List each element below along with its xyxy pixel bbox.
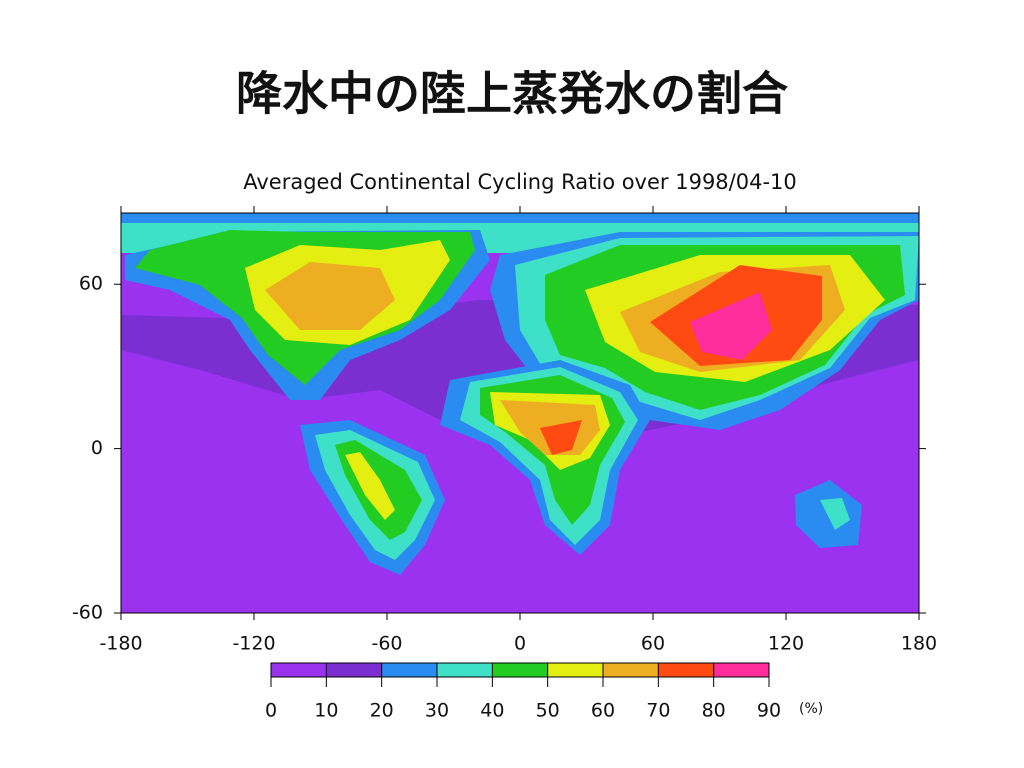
colorbar-unit: (%) — [799, 701, 823, 717]
field-region — [265, 262, 395, 330]
colorbar-segment — [492, 663, 548, 677]
field-region — [690, 292, 772, 360]
colorbar-segment — [326, 663, 382, 677]
x-tick-label: -60 — [371, 633, 402, 655]
colorbar-label: 80 — [702, 700, 726, 722]
x-tick-label: 120 — [768, 633, 804, 655]
colorbar-segment — [381, 663, 437, 677]
colorbar-segment — [271, 663, 327, 677]
x-tick-label: 0 — [514, 633, 526, 655]
map-subtitle: Averaged Continental Cycling Ratio over … — [243, 170, 797, 194]
x-tick-label: -180 — [99, 633, 142, 655]
x-tick-label: -120 — [232, 633, 275, 655]
field-region — [820, 498, 850, 530]
colorbar-label: 60 — [591, 700, 615, 722]
colorbar-label: 50 — [536, 700, 560, 722]
ratio-map — [121, 213, 919, 613]
y-tick-label: 60 — [79, 273, 103, 295]
colorbar-segment — [603, 663, 659, 677]
colorbar-segment — [713, 663, 769, 677]
colorbar-segment — [658, 663, 714, 677]
colorbar-label: 40 — [480, 700, 504, 722]
axes: -180 -120 -60 0 60 120 180 -60 0 60 — [72, 206, 937, 655]
slide-title: 降水中の陸上蒸発水の割合 — [236, 67, 788, 121]
y-tick-label: -60 — [72, 602, 103, 624]
colorbar-label: 20 — [370, 700, 394, 722]
x-tick-label: 60 — [641, 633, 665, 655]
colorbar: 0 10 20 30 40 50 60 70 80 90 (%) — [265, 662, 823, 722]
colorbar-label: 0 — [265, 700, 277, 722]
colorbar-segment — [547, 663, 603, 677]
colorbar-label: 30 — [425, 700, 449, 722]
x-tick-label: 180 — [901, 633, 937, 655]
y-tick-label: 0 — [91, 437, 103, 459]
colorbar-segment — [437, 663, 493, 677]
colorbar-label: 70 — [646, 700, 670, 722]
field-region — [345, 452, 395, 520]
field-region — [540, 420, 582, 455]
field-band — [121, 213, 919, 223]
colorbar-label: 10 — [314, 700, 338, 722]
colorbar-label: 90 — [757, 700, 781, 722]
